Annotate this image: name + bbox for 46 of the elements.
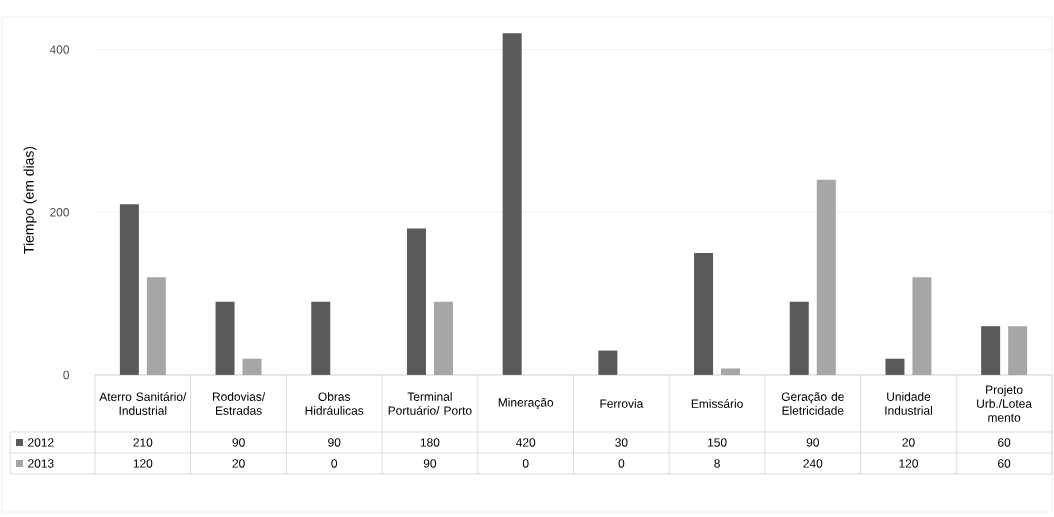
data-label: 60 [998,438,1011,447]
x-tick-label: Ferrovia [600,399,644,408]
bar [119,204,139,375]
data-label: 180 [420,438,440,447]
x-tick-label: Obras Hidráulicas [305,392,364,415]
data-label: 90 [232,438,245,447]
data-label: 90 [806,438,819,447]
data-label: 240 [803,459,823,468]
bar [789,301,809,375]
x-tick-label: Rodovias/ Estradas [213,392,266,415]
data-label: 0 [331,459,338,468]
y-tick-label: 400 [49,45,70,54]
y-axis-title: Tiempo (em dias) [23,146,37,254]
x-tick-label: Projeto Urb./Lotea mento [977,385,1032,422]
x-tick-label: Aterro Sanitário/ Industrial [99,392,187,415]
bar [406,228,426,375]
x-tick-label: Mineração [498,397,554,410]
bar [694,252,714,375]
data-label: 90 [423,459,437,468]
x-tick-label: Unidade Industrial [885,392,932,415]
data-label: 150 [708,438,727,447]
bar [598,350,618,375]
data-label: 210 [133,438,153,447]
data-label: 30 [615,438,628,447]
data-label: 60 [998,459,1011,468]
y-tick-label: 0 [63,370,70,380]
data-label: 90 [328,438,341,447]
legend-label: 2013 [28,459,54,468]
bar [981,326,1001,375]
bar [311,301,331,375]
x-tick-label: Emissário [691,399,743,408]
bar [215,301,235,375]
data-label: 8 [714,459,720,468]
data-label: 120 [899,459,919,468]
x-tick-label: Geração de Eletricidade [781,392,844,415]
bar [885,358,905,375]
data-label: 0 [522,459,529,468]
data-label: 20 [232,459,245,468]
data-label: 0 [618,459,625,468]
data-label: 120 [133,459,153,468]
y-tick-label: 200 [50,208,70,217]
bar [502,33,522,375]
data-label: 20 [902,438,915,447]
data-label: 420 [516,438,536,447]
legend-label: 2012 [28,438,54,447]
x-tick-label: Terminal Portuário/ Porto [388,392,472,415]
